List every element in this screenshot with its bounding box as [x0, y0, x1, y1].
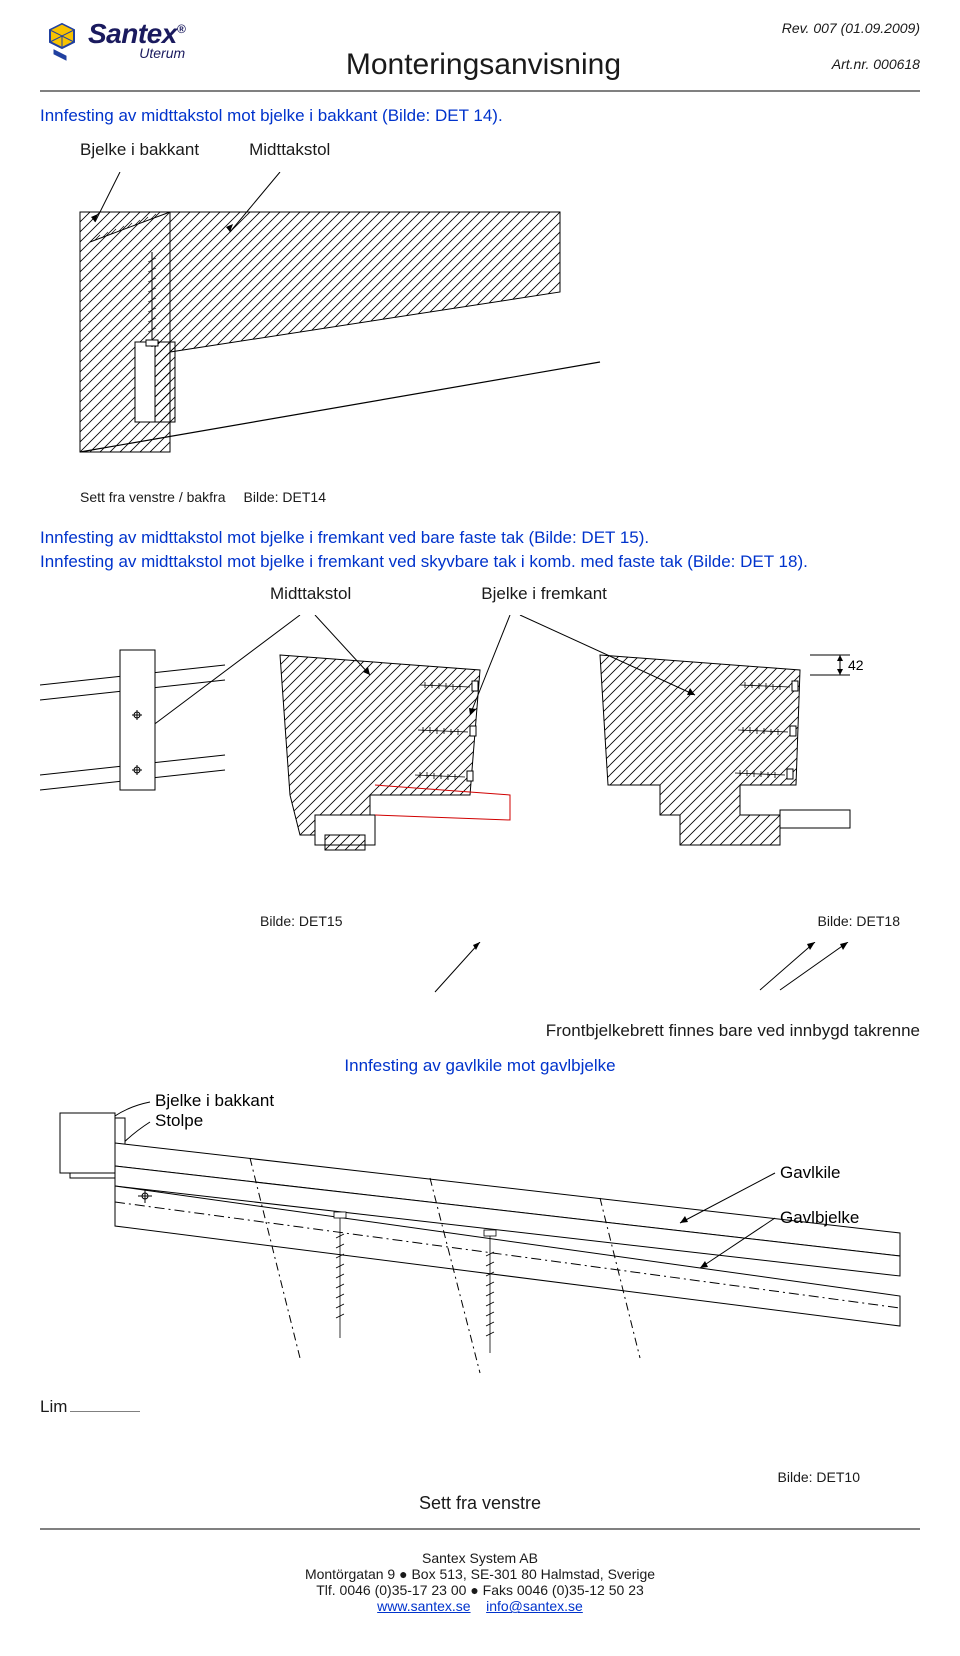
- caption-det18: Bilde: DET18: [818, 912, 900, 932]
- label-bjelke-bakkant: Bjelke i bakkant: [80, 138, 199, 162]
- caption-sett-fra-venstre: Sett fra venstre: [40, 1491, 920, 1516]
- section3-heading: Innfesting av gavlkile mot gavlbjelke: [40, 1054, 920, 1078]
- section2-heading1: Innfesting av midttakstol mot bjelke i f…: [40, 526, 920, 550]
- label-midttakstol: Midttakstol: [249, 138, 330, 162]
- footer-company: Santex System AB: [40, 1550, 920, 1566]
- footer-email[interactable]: info@santex.se: [486, 1598, 583, 1614]
- page-footer: Santex System AB Montörgatan 9 ● Box 513…: [40, 1550, 920, 1614]
- section1-heading: Innfesting av midttakstol mot bjelke i b…: [40, 104, 920, 128]
- article-number: Art.nr. 000618: [782, 56, 920, 72]
- revision-text: Rev. 007 (01.09.2009): [782, 20, 920, 36]
- page-header: Santex® Uterum Monteringsanvisning Rev. …: [40, 20, 920, 82]
- label-gavlbjelke: Gavlbjelke: [780, 1208, 859, 1227]
- figure-det15-det18: 42: [40, 615, 920, 902]
- logo: Santex® Uterum: [40, 20, 185, 64]
- logo-icon: [40, 20, 84, 64]
- figure-det10: Bjelke i bakkant Stolpe: [40, 1088, 920, 1385]
- lim-arrow: [40, 1411, 920, 1458]
- footer-url[interactable]: www.santex.se: [377, 1598, 470, 1614]
- caption-det14: Bilde: DET14: [244, 488, 326, 508]
- label-midttakstol-2: Midttakstol: [270, 582, 351, 606]
- page-title: Monteringsanvisning: [346, 48, 621, 82]
- label-gavlkile: Gavlkile: [780, 1163, 840, 1182]
- footer-address: Montörgatan 9 ● Box 513, SE-301 80 Halms…: [40, 1566, 920, 1582]
- figure-det14: [40, 172, 920, 479]
- caption-det15: Bilde: DET15: [260, 912, 342, 932]
- brand-name: Santex®: [88, 20, 185, 48]
- figure-det15-arrows: [40, 942, 920, 1009]
- footer-divider: [40, 1528, 920, 1530]
- header-divider: [40, 90, 920, 92]
- label-stolpe: Stolpe: [155, 1111, 203, 1130]
- label-bjelke-bakkant-3: Bjelke i bakkant: [155, 1091, 274, 1110]
- section2-heading2: Innfesting av midttakstol mot bjelke i f…: [40, 550, 920, 574]
- frontbjelke-note: Frontbjelkebrett finnes bare ved innbygd…: [40, 1019, 920, 1043]
- header-meta: Rev. 007 (01.09.2009) Art.nr. 000618: [782, 20, 920, 72]
- dim-42: 42: [848, 657, 864, 673]
- footer-phone: Tlf. 0046 (0)35-17 23 00 ● Faks 0046 (0)…: [40, 1582, 920, 1598]
- caption-det10: Bilde: DET10: [778, 1468, 860, 1488]
- label-bjelke-fremkant: Bjelke i fremkant: [481, 582, 607, 606]
- caption-sett-fra: Sett fra venstre / bakfra: [80, 488, 226, 508]
